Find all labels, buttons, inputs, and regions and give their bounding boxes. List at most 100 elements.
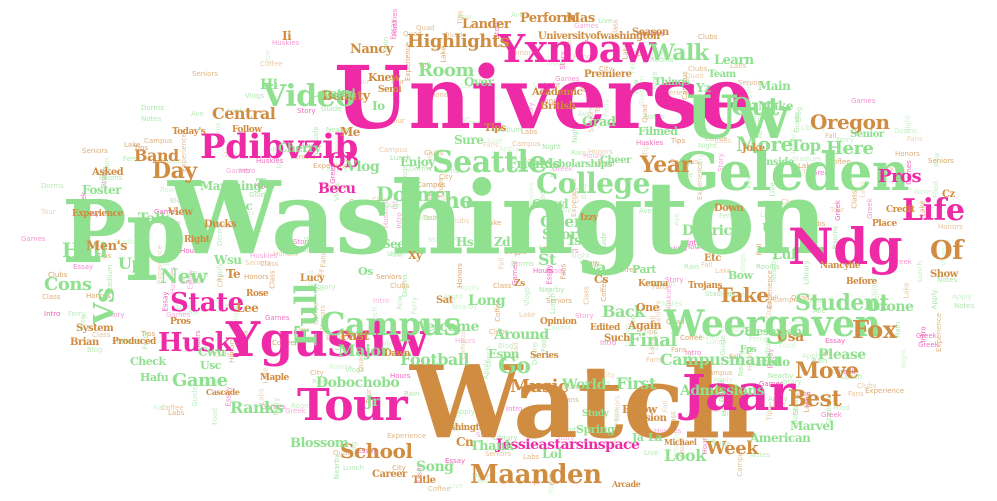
- filler-word: Food: [210, 408, 219, 425]
- filler-word: Library: [801, 124, 826, 132]
- filler-word: Coffee: [615, 266, 638, 274]
- filler-word: Guide: [321, 105, 342, 113]
- word-marvel: Marvel: [790, 419, 834, 433]
- filler-word: Nearby: [768, 372, 794, 380]
- filler-word: Nearby: [644, 52, 670, 60]
- word-lol: Lol: [542, 447, 562, 461]
- filler-word: Rooms: [725, 291, 749, 299]
- filler-word: Apply: [930, 289, 939, 310]
- word-talk: Talk: [138, 211, 170, 227]
- word-lee: Lee: [236, 301, 259, 315]
- word-qb: Qb: [328, 148, 359, 172]
- filler-word: Rooms: [435, 167, 459, 175]
- filler-word: Blog: [170, 197, 186, 205]
- filler-word: Library: [777, 378, 802, 386]
- filler-word: Quad: [685, 72, 704, 80]
- filler-word: Library: [493, 434, 518, 442]
- filler-word: Dorms: [141, 104, 164, 112]
- filler-word: Live: [113, 336, 128, 344]
- word-to: To: [256, 177, 274, 193]
- filler-word: Campus: [349, 198, 378, 206]
- filler-word: Honors: [510, 49, 535, 57]
- filler-word: Row: [417, 366, 432, 374]
- word-main: Main: [758, 79, 791, 93]
- filler-word: Intro: [506, 405, 523, 413]
- word-fps: Fps: [740, 345, 757, 355]
- filler-word: Lake: [798, 162, 815, 170]
- word-major: Major: [338, 341, 389, 360]
- filler-word: Tour: [830, 206, 845, 214]
- filler-word: Essay: [546, 267, 567, 275]
- word-go: Go: [498, 353, 531, 379]
- filler-word: Lake: [769, 401, 786, 409]
- filler-word: Vlogs: [235, 209, 255, 217]
- filler-word: Huskies: [636, 139, 664, 147]
- word-ndg: Ndg: [788, 217, 903, 276]
- filler-word: Apply: [768, 395, 788, 403]
- word-hs: Hs: [456, 235, 474, 249]
- filler-word: Dorms: [400, 274, 409, 297]
- filler-word: Library: [73, 244, 98, 252]
- word-tour: Tour: [297, 380, 408, 431]
- filler-word: Fans: [563, 396, 579, 404]
- filler-word: Intro: [44, 310, 61, 318]
- word-watch: Watch: [410, 343, 756, 461]
- filler-word: Nearby: [546, 206, 572, 214]
- word-out: Out: [731, 92, 779, 121]
- filler-word: Tips: [134, 144, 149, 152]
- word-year: Year: [640, 152, 692, 178]
- word-io: Io: [372, 99, 385, 113]
- filler-word: Experience: [865, 387, 905, 395]
- filler-word: Huskies: [256, 157, 284, 165]
- filler-word: Row: [651, 48, 666, 56]
- word-la: La: [648, 431, 662, 444]
- filler-word: Fans: [907, 135, 923, 143]
- filler-word: Seniors: [290, 153, 316, 161]
- filler-word: Tour: [390, 78, 405, 86]
- filler-word: Row: [160, 186, 175, 194]
- filler-word: Huskies: [654, 427, 682, 435]
- word-cheer: Cheer: [600, 155, 631, 166]
- filler-word: Lake: [519, 311, 536, 319]
- filler-word: Campus: [704, 369, 733, 377]
- word-jaar: Jaar: [682, 363, 795, 422]
- word-world: World: [562, 377, 606, 393]
- filler-word: Campus: [144, 137, 173, 145]
- filler-word: Rain: [153, 404, 169, 412]
- filler-word: Stadium: [705, 290, 735, 298]
- word-down: Down: [714, 203, 744, 214]
- filler-word: Greek: [812, 169, 833, 177]
- word-make: Make: [758, 99, 794, 113]
- filler-word: Fans: [848, 390, 864, 398]
- filler-word: Night: [903, 115, 912, 134]
- word-student: Student: [795, 290, 890, 316]
- filler-word: Quad: [333, 449, 352, 457]
- word-up: Up: [118, 254, 143, 273]
- word-song: Song: [416, 459, 454, 475]
- filler-word: Ave: [511, 11, 524, 19]
- word-michael: Michael: [664, 437, 697, 447]
- filler-word: Lunch: [548, 293, 557, 314]
- filler-word: City: [439, 173, 453, 181]
- filler-word: Tips: [671, 137, 686, 145]
- word-pp: Pp: [62, 182, 186, 283]
- filler-word: Live: [533, 81, 548, 89]
- filler-word: Fall: [825, 132, 837, 140]
- filler-word: Coffee: [428, 485, 451, 493]
- filler-word: Dorms: [472, 472, 495, 480]
- filler-word: Class: [260, 260, 279, 268]
- word-universe: Universe: [334, 48, 754, 149]
- word-place: Place: [872, 219, 897, 229]
- word-college: College: [536, 167, 650, 200]
- filler-word: Ferry: [68, 310, 86, 318]
- word-lucy: Lucy: [300, 273, 325, 284]
- filler-word: Seniors: [699, 406, 725, 414]
- word-sat: Sat: [436, 295, 453, 306]
- filler-word: Fall: [586, 368, 598, 376]
- word-yz: Yz: [696, 81, 711, 95]
- word-thank: Thank: [470, 439, 514, 454]
- filler-word: Story: [665, 276, 684, 284]
- word-final: Final: [628, 330, 677, 351]
- filler-word: Seniors: [245, 259, 271, 267]
- word-full: Full: [289, 283, 325, 347]
